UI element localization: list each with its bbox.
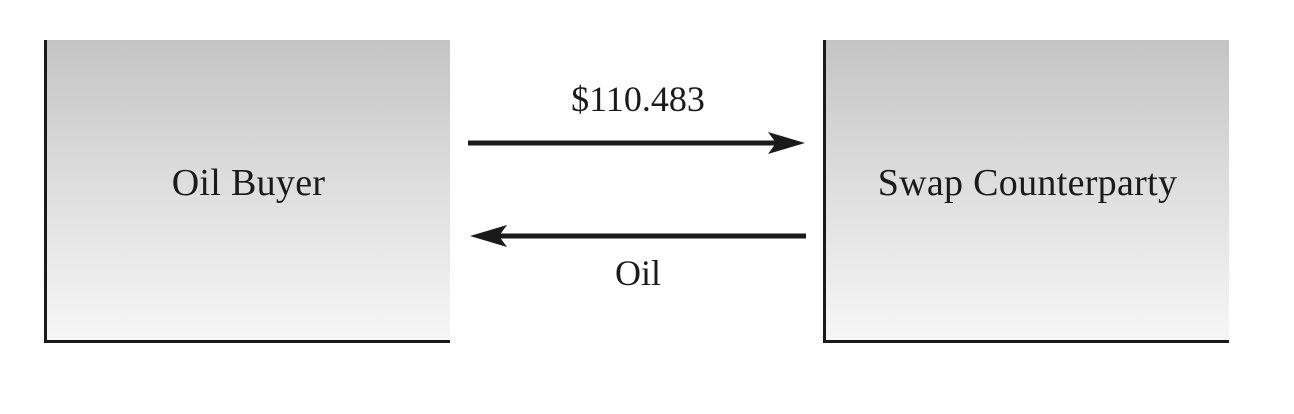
swap-counterparty-label: Swap Counterparty bbox=[877, 162, 1178, 204]
payment-flow-label: $110.483 bbox=[571, 79, 705, 119]
swap-counterparty-box: Swap Counterparty bbox=[823, 40, 1229, 343]
oil-arrow bbox=[470, 225, 806, 247]
payment-arrow bbox=[468, 132, 805, 154]
oil-buyer-box: Oil Buyer bbox=[44, 40, 450, 343]
oil-flow-label: Oil bbox=[614, 253, 661, 293]
oil-buyer-label: Oil Buyer bbox=[171, 162, 326, 204]
